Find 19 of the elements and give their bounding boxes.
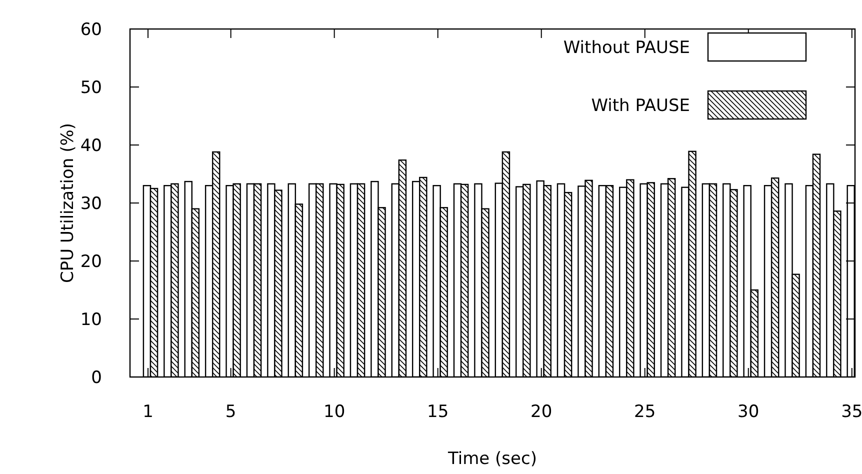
y-tick-label: 60 [80, 20, 102, 40]
y-tick-label: 20 [80, 252, 102, 272]
y-tick-label: 0 [91, 368, 102, 388]
x-axis-title: Time (sec) [447, 449, 537, 469]
x-tick-label: 25 [634, 402, 656, 422]
text: With PAUSE [591, 96, 690, 116]
x-tick-label: 5 [225, 402, 236, 422]
x-tick-label: 10 [324, 402, 346, 422]
x-tick-label: 20 [530, 402, 552, 422]
x-tick-label: 1 [142, 402, 154, 422]
x-tick-label: 15 [427, 402, 449, 422]
y-tick-label: 50 [80, 78, 102, 98]
y-axis-title: CPU Utilization (%) [58, 123, 78, 283]
x-tick-label: 30 [738, 402, 760, 422]
legend-label: Without PAUSE [563, 38, 690, 58]
y-tick-label: 10 [80, 310, 102, 330]
x-tick-label: 35 [841, 402, 862, 422]
y-tick-label: 30 [80, 194, 102, 214]
y-tick-label: 40 [80, 136, 102, 156]
